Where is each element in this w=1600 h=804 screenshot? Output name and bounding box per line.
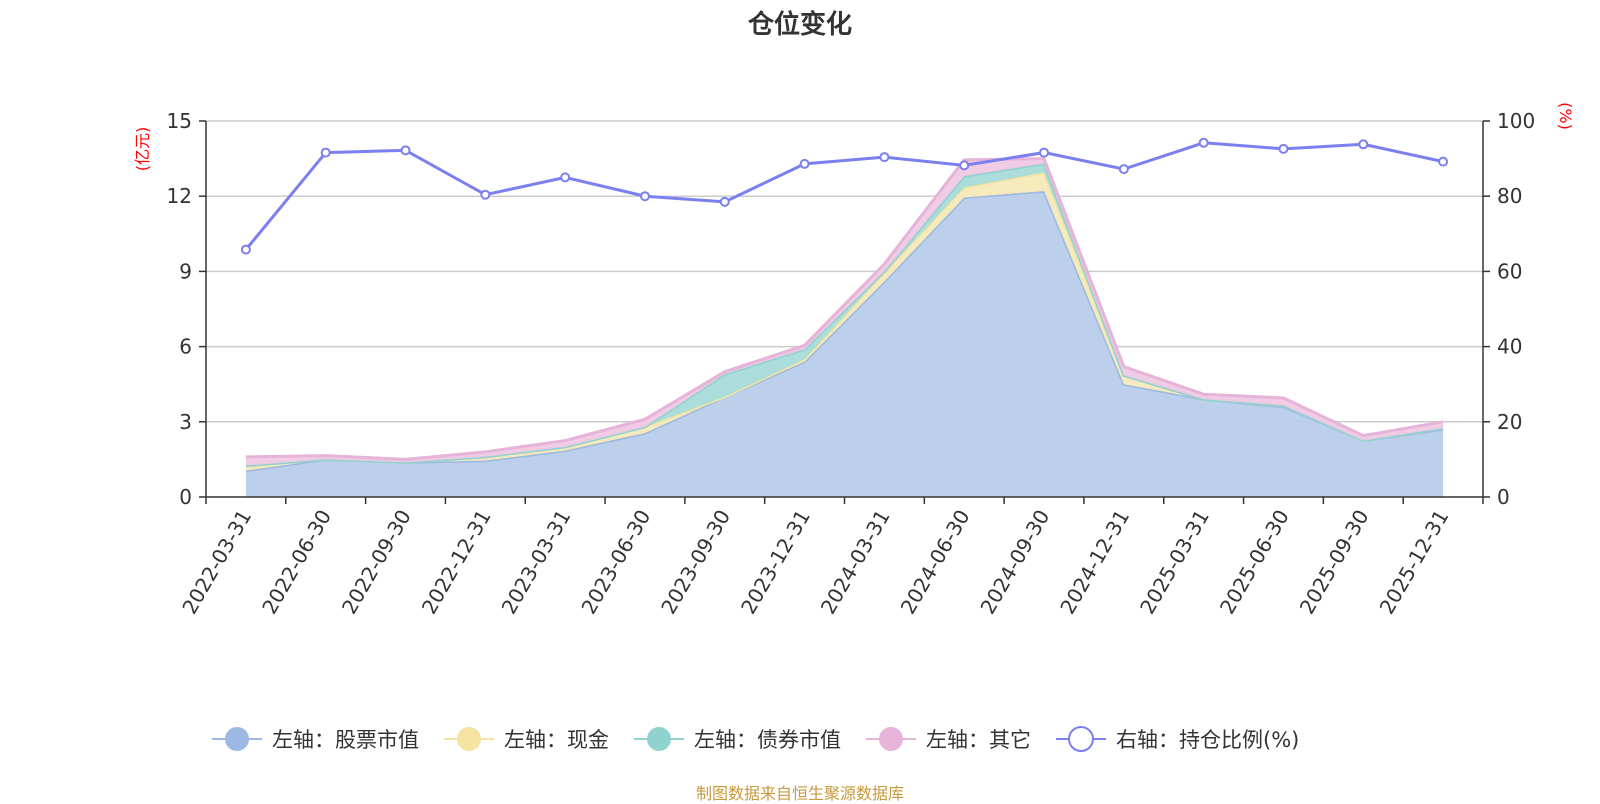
- left-tick-label: 12: [167, 184, 192, 208]
- left-tick-label: 15: [167, 109, 192, 133]
- x-tick-label: 2022-09-30: [337, 506, 416, 619]
- ratio-point: [799, 158, 810, 169]
- ratio-point: [320, 147, 331, 158]
- x-tick-label: 2024-12-31: [1055, 506, 1134, 619]
- ratio-point: [879, 152, 890, 163]
- stacked-areas: [245, 157, 1444, 498]
- x-tick-label: 2023-06-30: [576, 506, 655, 619]
- ratio-point: [1438, 156, 1449, 167]
- right-tick-label: 20: [1497, 410, 1522, 434]
- legend-marker-circle: [1068, 726, 1094, 752]
- x-tick-label: 2025-06-30: [1215, 506, 1294, 619]
- legend-label: 右轴：持仓比例(%): [1116, 728, 1299, 752]
- ratio-point: [639, 191, 650, 202]
- area-左轴：股票市值: [245, 191, 1444, 498]
- legend-label: 左轴：股票市值: [272, 728, 419, 752]
- area-edge-左轴：其它: [245, 157, 1444, 461]
- x-tick-label: 2025-12-31: [1375, 506, 1454, 619]
- legend-marker-circle: [879, 727, 903, 751]
- x-tick-label: 2024-09-30: [975, 506, 1054, 619]
- ratio-point: [240, 244, 251, 255]
- x-tick-label: 2022-06-30: [257, 506, 336, 619]
- legend-marker-circle: [225, 727, 249, 751]
- x-tick-label: 2024-06-30: [896, 506, 975, 619]
- left-tick-label: 9: [179, 259, 192, 283]
- right-tick-label: 100: [1497, 109, 1535, 133]
- left-tick-label: 3: [179, 410, 192, 434]
- x-tick-label: 2025-09-30: [1295, 506, 1374, 619]
- legend-marker-circle: [647, 727, 671, 751]
- x-tick-label: 2022-03-31: [177, 506, 256, 619]
- x-tick-label: 2023-09-30: [656, 506, 735, 619]
- legend: 左轴：股票市值 左轴：现金 左轴：债券市值 左轴：其它 右轴：持仓比例(%): [212, 726, 1299, 752]
- right-tick-label: 40: [1497, 335, 1522, 359]
- x-tick-labels: 2022-03-31 2022-06-30 2022-09-30 2022-12-31…: [177, 506, 1453, 619]
- x-tick-label: 2023-12-31: [736, 506, 815, 619]
- x-tick-label: 2023-03-31: [497, 506, 576, 619]
- left-tick-label: 6: [179, 335, 192, 359]
- ratio-line-path: [244, 141, 1444, 251]
- ratio-point: [1118, 164, 1129, 175]
- legend-label: 左轴：其它: [926, 728, 1031, 752]
- left-axis-unit: (亿元): [133, 127, 152, 172]
- right-tick-label: 0: [1497, 485, 1510, 509]
- right-tick-label: 60: [1497, 259, 1522, 283]
- axes: 0 3 6 9 12 15 0 20 40 60 80 100 (亿元) (%): [133, 102, 1575, 509]
- area-左轴：债券市值: [245, 163, 1444, 466]
- right-axis-unit: (%): [1556, 102, 1575, 130]
- ratio-point: [400, 145, 411, 156]
- ratio-point: [719, 196, 730, 207]
- x-tick-label: 2024-03-31: [816, 506, 895, 619]
- ratio-point: [1278, 143, 1289, 154]
- chart-title: 仓位变化: [747, 10, 852, 40]
- ratio-point: [480, 189, 491, 200]
- ratio-point: [959, 160, 970, 171]
- legend-label: 左轴：现金: [504, 728, 609, 752]
- left-tick-label: 0: [179, 485, 192, 509]
- source-note: 制图数据来自恒生聚源数据库: [695, 784, 904, 803]
- x-tick-label: 2025-03-31: [1135, 506, 1214, 619]
- ratio-point: [1198, 137, 1209, 148]
- ratio-line: [240, 137, 1449, 255]
- legend-label: 左轴：债券市值: [694, 728, 841, 752]
- legend-marker-circle: [457, 727, 481, 751]
- ratio-point: [560, 172, 571, 183]
- ratio-point: [1039, 147, 1050, 158]
- ratio-point: [1358, 139, 1369, 150]
- x-tick-label: 2022-12-31: [417, 506, 496, 619]
- right-tick-label: 80: [1497, 184, 1522, 208]
